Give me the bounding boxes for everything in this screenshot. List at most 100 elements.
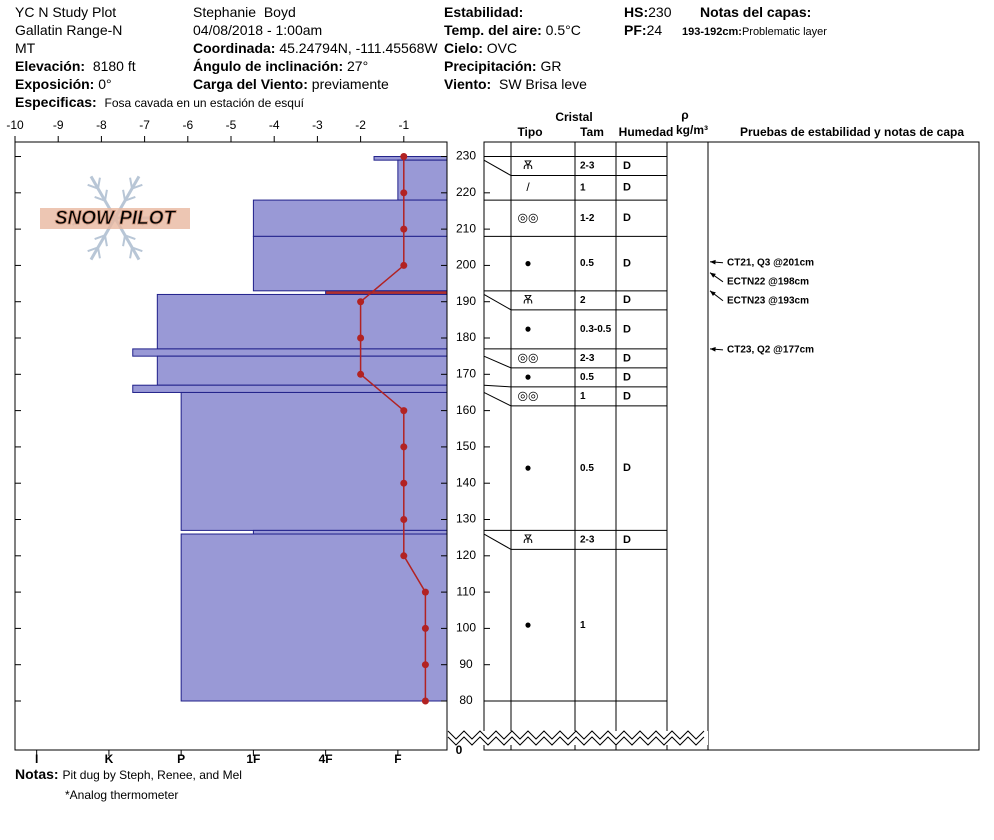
value: 24 bbox=[646, 22, 663, 38]
logo-flake bbox=[124, 195, 136, 202]
label: Exposición: bbox=[15, 76, 95, 92]
label: Coordinada: bbox=[193, 40, 276, 56]
temp-tick-label: -4 bbox=[269, 118, 280, 132]
test-arrowhead bbox=[710, 346, 716, 352]
moisture: D bbox=[623, 462, 631, 474]
value: OVC bbox=[486, 40, 518, 56]
moisture: D bbox=[623, 371, 631, 383]
coordinates: Coordinada: 45.24794N, -111.45568W bbox=[193, 40, 438, 56]
temperature-point bbox=[400, 552, 408, 560]
column-header: kg/m³ bbox=[676, 123, 708, 137]
hardness-tick-label: F bbox=[394, 752, 401, 766]
air-temp: Temp. del aire: 0.5°C bbox=[444, 22, 581, 38]
crystal-type: Ѫ bbox=[523, 532, 533, 546]
column-header: ρ bbox=[681, 108, 688, 122]
temp-tick-label: -6 bbox=[182, 118, 193, 132]
label: Precipitación: bbox=[444, 58, 537, 74]
temperature-point bbox=[357, 370, 365, 378]
height-tick-label: 160 bbox=[456, 403, 476, 417]
temperature-point bbox=[400, 516, 408, 524]
observer: Stephanie Boyd bbox=[193, 4, 296, 20]
layer-note: 193-192cm:Problematic layer bbox=[682, 24, 827, 40]
temp-tick-label: -10 bbox=[6, 118, 24, 132]
temperature-point bbox=[357, 298, 365, 306]
hardness-tick-label: P bbox=[177, 752, 185, 766]
column-header: Tam bbox=[580, 125, 604, 139]
hardness-bar bbox=[180, 391, 448, 531]
hardness-bar bbox=[156, 355, 448, 386]
label: PF: bbox=[624, 22, 647, 38]
hardness-bar bbox=[252, 529, 448, 535]
value: previamente bbox=[311, 76, 389, 92]
test-label: ECTN22 @198cm bbox=[727, 276, 809, 287]
hardness-bar bbox=[373, 156, 448, 161]
hardness-tick-label: 4F bbox=[319, 752, 333, 766]
value: 230 bbox=[648, 4, 672, 20]
crystal-type: Ѫ bbox=[523, 158, 533, 172]
pf: PF:24 bbox=[624, 22, 662, 38]
height-tick-label: 80 bbox=[459, 693, 473, 707]
layer-connector bbox=[483, 355, 512, 369]
logo-flake bbox=[97, 177, 101, 189]
height-tick-label: 110 bbox=[456, 584, 475, 598]
grain-size: 2-3 bbox=[580, 161, 595, 172]
logo-flake bbox=[129, 247, 133, 259]
value: 27° bbox=[347, 58, 369, 74]
label: 193-192cm: bbox=[682, 26, 742, 38]
logo-flake bbox=[129, 177, 133, 189]
wind: Viento: SW Brisa leve bbox=[444, 76, 587, 92]
hardness-bar bbox=[252, 199, 448, 237]
temperature-point bbox=[400, 225, 408, 233]
label: HS: bbox=[624, 4, 649, 20]
layer-connector bbox=[483, 384, 512, 388]
height-tick-label: 210 bbox=[456, 221, 476, 235]
hs: HS:230 bbox=[624, 4, 671, 20]
height-tick-label: 140 bbox=[456, 475, 476, 489]
precipitation: Precipitación: GR bbox=[444, 58, 561, 74]
hardness-bar bbox=[325, 290, 448, 295]
height-tick-label: 170 bbox=[456, 366, 476, 380]
crystal-type: Ѫ bbox=[523, 292, 533, 306]
note: *Analog thermometer bbox=[65, 788, 179, 802]
specifics: Especificas: Fosa cavada en un estación … bbox=[15, 94, 304, 111]
logo-flake bbox=[122, 235, 126, 247]
layer-notes-title: Notas del capas: bbox=[700, 4, 811, 20]
test-arrowhead bbox=[710, 272, 716, 278]
table-frame bbox=[483, 141, 980, 751]
logo-flake bbox=[131, 183, 143, 190]
layer-connector bbox=[483, 294, 512, 311]
test-label: CT23, Q2 @177cm bbox=[727, 345, 814, 356]
hardness-tick-label: 1F bbox=[246, 752, 260, 766]
crystal-type: ● bbox=[524, 460, 531, 474]
temperature-line bbox=[359, 156, 427, 701]
crystal-type: ◎◎ bbox=[518, 210, 539, 224]
height-tick-label: 200 bbox=[456, 258, 476, 272]
crystal-type: ● bbox=[524, 370, 531, 384]
height-base-label: 0 bbox=[456, 743, 463, 757]
temperature-point bbox=[421, 624, 429, 632]
slope: Ángulo de inclinación: 27° bbox=[193, 58, 368, 74]
grain-size: 1-2 bbox=[580, 213, 595, 224]
label: Viento: bbox=[444, 76, 492, 92]
temperature-point bbox=[400, 189, 408, 197]
logo-flake bbox=[94, 195, 106, 202]
value: 45.24794N, -111.45568W bbox=[279, 40, 438, 56]
hardness-bar bbox=[252, 235, 448, 292]
temp-tick-label: -9 bbox=[53, 118, 64, 132]
wind-loading: Carga del Viento: previamente bbox=[193, 76, 389, 92]
test-label: ECTN23 @193cm bbox=[727, 295, 809, 306]
notes: Notas: Pit dug by Steph, Renee, and Mel bbox=[15, 766, 242, 783]
grain-size: 0.5 bbox=[580, 258, 594, 269]
logo-flake bbox=[97, 247, 101, 259]
label: Estabilidad: bbox=[444, 4, 524, 20]
grain-size: 2-3 bbox=[580, 535, 595, 546]
logo-flake bbox=[131, 246, 143, 253]
moisture: D bbox=[623, 534, 631, 546]
label: Ángulo de inclinación: bbox=[193, 58, 344, 74]
site: YC N Study Plot bbox=[15, 4, 117, 20]
temperature-point bbox=[400, 407, 408, 415]
grain-size: 0.5 bbox=[580, 372, 594, 383]
logo-flake bbox=[87, 246, 99, 253]
